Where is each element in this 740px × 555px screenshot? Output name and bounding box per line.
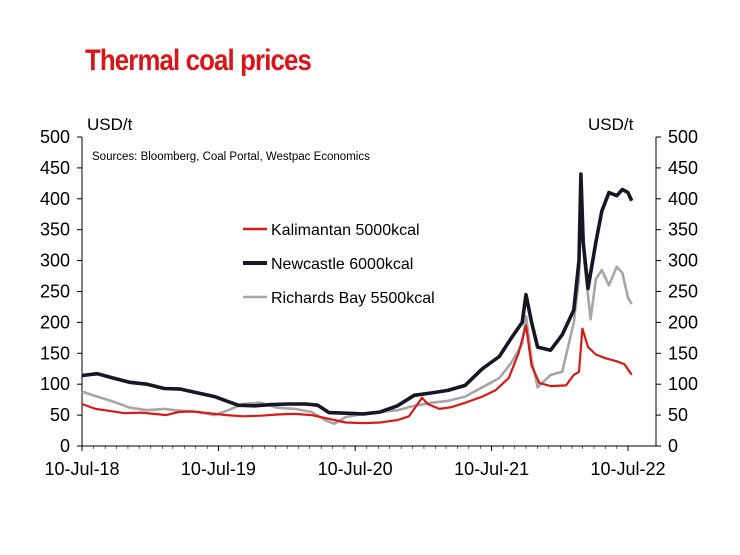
chart-title: Thermal coal prices <box>85 44 312 77</box>
y-tick-label-left: 500 <box>40 127 70 147</box>
y-tick-label-left: 450 <box>40 158 70 178</box>
x-tick-label: 10-Jul-19 <box>181 459 256 479</box>
y-tick-label-right: 400 <box>668 189 698 209</box>
y-tick-label-left: 150 <box>40 343 70 363</box>
y-tick-label-left: 0 <box>60 436 70 456</box>
y-tick-label-right: 500 <box>668 127 698 147</box>
x-tick-label: 10-Jul-18 <box>44 459 119 479</box>
y-tick-label-right: 200 <box>668 312 698 332</box>
source-note: Sources: Bloomberg, Coal Portal, Westpac… <box>92 151 370 163</box>
y-tick-label-right: 450 <box>668 158 698 178</box>
series-line-1 <box>81 172 634 416</box>
axes: 0 0 50 50 100 100 150 150 200 200 250 250 300 300 350 3… <box>40 127 698 479</box>
y-tick-label-right: 100 <box>668 374 698 394</box>
y-tick-label-right: 0 <box>668 436 678 456</box>
y-tick-label-left: 400 <box>40 189 70 209</box>
y-tick-label-left: 50 <box>50 405 70 425</box>
x-tick-label: 10-Jul-22 <box>590 459 665 479</box>
y-tick-label-left: 100 <box>40 374 70 394</box>
legend-label-1: Newcastle 6000kcal <box>271 256 413 273</box>
x-tick-label: 10-Jul-21 <box>454 459 529 479</box>
y-tick-label-left: 250 <box>40 282 70 302</box>
legend: Kalimantan 5000kcal Newcastle 6000kcal Ric… <box>243 222 435 307</box>
right-axis-unit: USD/t <box>588 115 634 134</box>
y-tick-label-left: 350 <box>40 220 70 240</box>
y-tick-label-right: 350 <box>668 220 698 240</box>
left-axis-unit: USD/t <box>87 115 133 134</box>
y-tick-label-right: 300 <box>668 251 698 271</box>
legend-label-0: Kalimantan 5000kcal <box>271 222 420 239</box>
y-tick-label-left: 300 <box>40 251 70 271</box>
y-tick-label-left: 200 <box>40 312 70 332</box>
series-layer <box>81 172 634 426</box>
series-line-0 <box>81 324 633 425</box>
y-tick-label-right: 250 <box>668 282 698 302</box>
y-tick-label-right: 50 <box>668 405 688 425</box>
x-tick-label: 10-Jul-20 <box>318 459 393 479</box>
legend-label-2: Richards Bay 5500kcal <box>271 290 435 307</box>
y-tick-label-right: 150 <box>668 343 698 363</box>
